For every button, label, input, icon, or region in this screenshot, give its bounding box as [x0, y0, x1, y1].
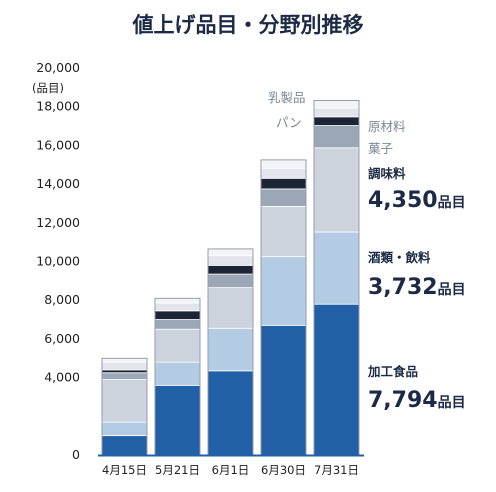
- bar-segment: [260, 177, 307, 190]
- bar-segment: [260, 159, 307, 170]
- legend-bread: パン: [276, 115, 302, 130]
- bar-segment: [207, 287, 254, 329]
- bar-segment: [207, 273, 254, 289]
- seasoning-count: 4,350品目: [368, 188, 466, 213]
- bar-segment: [313, 147, 360, 233]
- y-tick-label: 4,000: [44, 370, 80, 385]
- bar-segment: [313, 231, 360, 305]
- bar-segment: [313, 99, 360, 109]
- bar-segment: [101, 435, 148, 456]
- bar-segment: [101, 369, 148, 374]
- legend-seasoning: 調味料: [368, 166, 406, 181]
- bar-segment: [313, 116, 360, 126]
- chart-title: 値上げ品目・分野別推移: [132, 13, 364, 37]
- bar-segment: [207, 248, 254, 257]
- x-axis-labels: 4月15日 5月21日 6月1日 6月30日 7月31日: [102, 463, 359, 477]
- bar-segment: [313, 125, 360, 149]
- bar-segment: [101, 361, 148, 371]
- bar-segment: [101, 357, 148, 363]
- processed-food-count: 7,794品目: [368, 388, 466, 413]
- y-tick-label: 18,000: [36, 99, 80, 114]
- y-tick-label: 12,000: [36, 215, 80, 230]
- bar-segment: [207, 327, 254, 372]
- y-tick-label: 0: [72, 447, 80, 462]
- legend-confectionery: 菓子: [368, 141, 393, 156]
- bar-segment: [313, 303, 360, 456]
- y-axis-ticks: 0 4,000 6,000 8,000 10,000 12,000 14,000 16,000…: [36, 60, 80, 462]
- y-tick-label: 8,000: [44, 292, 80, 307]
- bar-segment: [260, 205, 307, 258]
- x-category-label: 6月30日: [261, 463, 306, 477]
- bar-segment: [154, 302, 201, 312]
- legend-beverages: 酒類・飲料: [368, 250, 431, 265]
- bar-segment: [207, 255, 254, 266]
- legend: 乳製品 パン 原材料 菓子 調味料 4,350品目 酒類・飲料 3,732品目 …: [268, 90, 466, 413]
- bar-segment: [154, 319, 201, 330]
- legend-dairy: 乳製品: [268, 90, 306, 105]
- bar-segment: [260, 256, 307, 326]
- bar-segment: [260, 168, 307, 179]
- bar-segment: [313, 107, 360, 118]
- beverages-count: 3,732品目: [368, 275, 466, 300]
- bar-segment: [154, 297, 201, 304]
- bar-segment: [260, 188, 307, 207]
- y-tick-label: 10,000: [36, 254, 80, 269]
- bar-segment: [101, 421, 148, 437]
- bars: [98, 99, 364, 457]
- y-tick-label: 6,000: [44, 331, 80, 346]
- bar-segment: [207, 264, 254, 275]
- bar-segment: [154, 361, 201, 386]
- x-category-label: 4月15日: [102, 463, 147, 477]
- legend-processed-food: 加工食品: [367, 364, 418, 379]
- y-tick-label: 14,000: [36, 176, 80, 191]
- x-category-label: 5月21日: [155, 463, 200, 477]
- bar-segment: [154, 384, 201, 456]
- bar-segment: [207, 370, 254, 456]
- bar-segment: [101, 372, 148, 380]
- bar-segment: [154, 328, 201, 363]
- y-tick-label: 20,000: [36, 60, 80, 75]
- y-axis-unit: (品目): [32, 81, 64, 95]
- x-category-label: 7月31日: [314, 463, 359, 477]
- x-category-label: 6月1日: [212, 463, 250, 477]
- bar-segment: [154, 310, 201, 320]
- bar-segment: [260, 324, 307, 456]
- bar-segment: [101, 379, 148, 423]
- y-tick-label: 16,000: [36, 137, 80, 152]
- legend-raw-materials: 原材料: [368, 119, 406, 134]
